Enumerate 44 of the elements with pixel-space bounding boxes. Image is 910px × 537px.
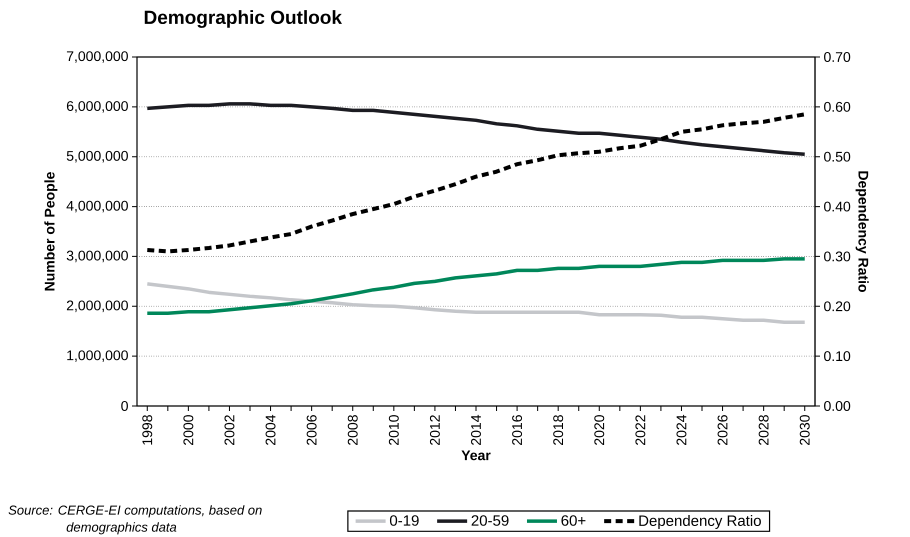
y2-tick-label: 0.00 [824, 401, 850, 411]
y-tick-label: 1,000,000 [67, 350, 128, 362]
y-tick-label: 2,000,000 [66, 300, 128, 312]
x-tick-label: 2008 [348, 415, 358, 445]
x-tick-label: 2020 [594, 415, 604, 445]
x-tick-label: 2000 [183, 415, 194, 445]
x-tick-label: 2010 [388, 415, 399, 445]
line-series [146, 102, 806, 156]
x-tick-label: 2022 [635, 415, 646, 445]
x-tick-label: 1998 [142, 415, 152, 445]
y-axis-title: Number of People [44, 172, 58, 290]
y2-tick-label: 0.30 [824, 251, 850, 262]
legend-label: 20-59 [472, 515, 509, 526]
y2-tick-label: 0.10 [824, 351, 850, 362]
x-tick-label: 2016 [512, 415, 522, 445]
y-tick-label: 5,000,000 [66, 150, 128, 163]
x-tick-label: 2004 [266, 414, 276, 445]
y2-tick-label: 0.60 [824, 102, 850, 112]
y-tick-label: 6,000,000 [66, 101, 128, 113]
x-tick-label: 2030 [800, 415, 810, 445]
y-tick-label: 4,000,000 [66, 200, 128, 212]
x-axis-title: Year [461, 450, 491, 460]
x-tick-label: 2028 [758, 415, 769, 445]
x-tick-label: 2002 [224, 415, 234, 445]
y2-tick-label: 0.20 [824, 301, 850, 312]
y-tick-label: 7,000,000 [66, 51, 128, 63]
x-tick-label: 2024 [676, 414, 686, 445]
chart-title: Demographic Outlook [144, 10, 342, 28]
y2-axis-title: Dependency Ratio [856, 171, 869, 292]
line-series [145, 112, 807, 254]
y2-tick-label: 0.50 [824, 152, 850, 162]
y2-tick-label: 0.70 [824, 52, 850, 62]
legend-label: 60+ [561, 515, 586, 526]
x-tick-label: 2026 [718, 415, 728, 445]
source-note: Source: CERGE-EI computations, based on demographics data [8, 505, 262, 534]
y2-tick-label: 0.40 [824, 202, 850, 212]
x-tick-label: 2012 [430, 415, 440, 445]
x-tick-label: 2006 [306, 415, 317, 445]
y-tick-label: 3,000,000 [66, 250, 128, 262]
legend-label: Dependency Ratio [639, 514, 761, 529]
x-tick-label: 2014 [471, 414, 481, 445]
x-tick-label: 2018 [553, 415, 564, 445]
y-tick-label: 0 [121, 401, 128, 411]
legend-label: 0-19 [390, 515, 419, 526]
